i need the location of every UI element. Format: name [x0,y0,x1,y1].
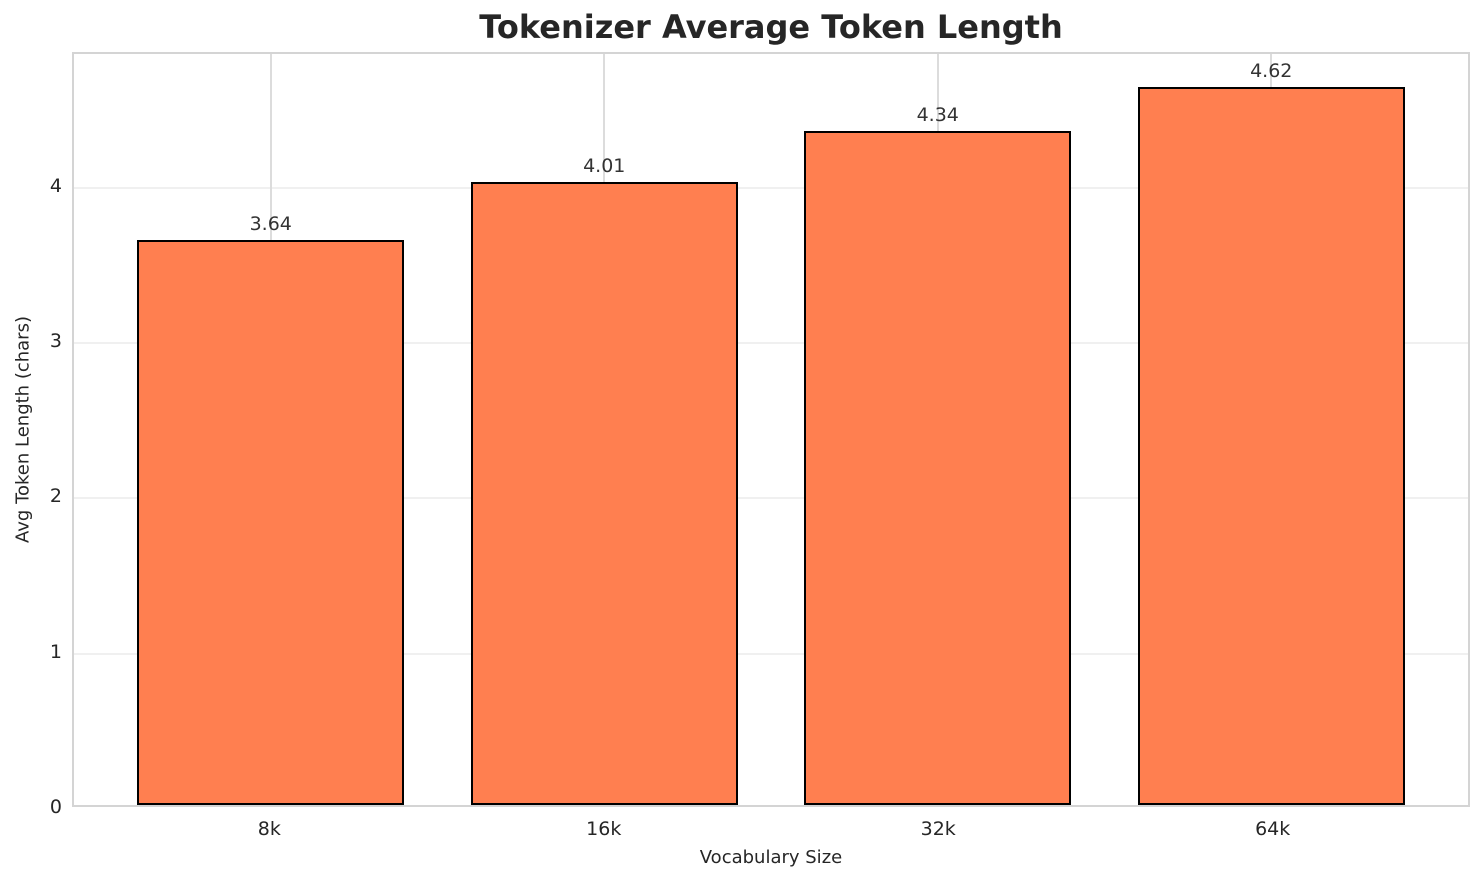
y-tick-label: 3 [49,329,62,352]
x-tick-label-32k: 32k [920,818,956,840]
bar-8k [137,239,405,805]
x-tick-label-8k: 8k [257,818,281,840]
y-tick-label: 2 [49,485,62,508]
bar-64k [1137,87,1405,805]
x-axis-label: Vocabulary Size [699,847,843,868]
bar-value-label: 4.34 [916,103,959,126]
x-tick-label-64k: 64k [1255,818,1291,840]
horizontal-gridline [74,341,1468,344]
bar-value-label: 4.62 [1250,60,1293,83]
chart-title: Tokenizer Average Token Length [479,8,1063,46]
horizontal-gridline [74,497,1468,500]
horizontal-gridline [74,186,1468,189]
plot-area: 3.64 4.01 4.34 4.62 [72,52,1470,807]
y-tick-label: 1 [49,640,62,663]
y-tick-label: 0 [49,796,62,818]
bar-value-label: 3.64 [249,212,292,235]
bar-value-label: 4.01 [583,155,626,178]
y-tick-label: 4 [49,174,62,197]
bar-16k [470,182,738,805]
x-tick-label-16k: 16k [586,818,622,840]
horizontal-gridline [74,652,1468,655]
bar-32k [804,130,1072,805]
